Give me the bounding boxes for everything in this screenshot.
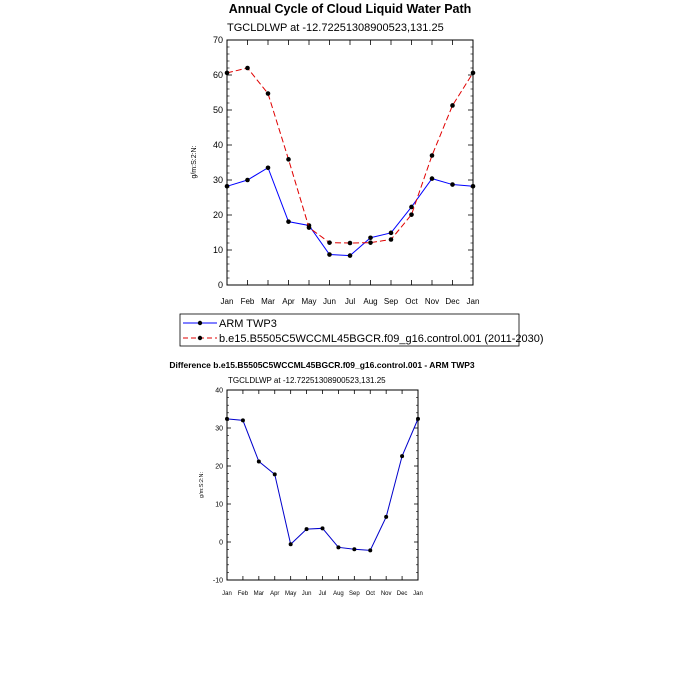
x-tick-label: Jun: [323, 297, 336, 306]
data-point: [225, 416, 229, 421]
x-tick-label: Oct: [366, 591, 376, 597]
x-tick-label: Mar: [261, 297, 275, 306]
x-tick-label: Jan: [222, 591, 232, 597]
data-point: [388, 237, 394, 242]
data-point: [245, 65, 250, 71]
chart2-plot: -10 0 10 20 30 40 Jan Feb Mar Apr May Jun Jul Aug Sep O…: [213, 387, 423, 597]
data-point: [265, 165, 271, 171]
x-tick-label: Jul: [319, 591, 327, 597]
y-tick-label: 0: [218, 280, 223, 290]
data-point: [327, 240, 332, 245]
x-tick-label: Mar: [254, 591, 264, 597]
data-point: [224, 184, 230, 189]
x-tick-label: Jan: [467, 297, 480, 306]
x-tick-label: Jul: [345, 297, 355, 306]
y-tick-label: 40: [213, 140, 223, 150]
data-point: [400, 454, 405, 459]
legend-label-arm: ARM TWP3: [219, 318, 277, 330]
y-tick-label: 50: [213, 105, 223, 115]
legend-label-model: b.e15.B5505C5WCCML45BGCR.f09_g16.control…: [219, 333, 544, 345]
x-tick-label: Dec: [397, 591, 408, 597]
x-tick-label: Aug: [363, 297, 377, 306]
legend-entry-arm: ARM TWP3: [183, 318, 277, 330]
data-point: [288, 542, 293, 547]
data-point: [240, 418, 245, 423]
x-tick-label: Jan: [413, 591, 423, 597]
y-tick-label: 20: [215, 463, 223, 470]
data-point: [306, 225, 312, 230]
plot-frame: [226, 39, 474, 286]
x-tick-label: Sep: [384, 297, 399, 306]
chart1-title: Annual Cycle of Cloud Liquid Water Path: [229, 2, 472, 16]
data-point: [347, 240, 353, 246]
y-tick-label: 30: [213, 175, 223, 185]
legend-marker-model: [197, 335, 203, 341]
chart1-subtitle: TGCLDLWP at -12.72251308900523,131.25: [227, 22, 444, 34]
data-point: [388, 230, 394, 236]
y-tick-label: 30: [215, 425, 223, 432]
data-point: [224, 70, 230, 76]
x-tick-label: Aug: [333, 591, 344, 597]
y-tick-label: -10: [213, 577, 223, 584]
data-point: [352, 547, 357, 552]
data-point: [304, 527, 309, 532]
x-tick-label: May: [285, 591, 296, 597]
x-tick-label: Feb: [238, 591, 249, 597]
y-tick-label: 10: [215, 501, 223, 508]
y-tick-label: 70: [213, 35, 223, 45]
data-point: [245, 177, 250, 183]
data-point: [429, 153, 435, 158]
chart2-title: Difference b.e15.B5505C5WCCML45BGCR.f09_…: [169, 360, 475, 370]
data-point: [327, 252, 332, 257]
data-point: [409, 212, 414, 217]
y-tick-label: 0: [219, 539, 223, 546]
x-tick-label: Apr: [270, 591, 279, 597]
data-point: [265, 91, 271, 96]
data-point: [409, 204, 414, 210]
data-point: [368, 548, 373, 553]
series-line-1: [226, 67, 474, 244]
chart2-subtitle: TGCLDLWP at -12.72251308900523,131.25: [228, 376, 386, 385]
data-point: [384, 514, 389, 519]
legend-box: [179, 313, 520, 347]
x-tick-label: Feb: [241, 297, 255, 306]
x-tick-label: Apr: [282, 297, 295, 306]
data-point: [368, 240, 373, 245]
chart1-plot: 0 10 20 30 40 50 60 70 Jan Feb Mar Apr May Jun Jul Aug S…: [213, 35, 479, 306]
series-line-0: [226, 418, 419, 551]
data-point: [336, 545, 341, 550]
data-point: [450, 103, 455, 108]
x-tick-label: Dec: [445, 297, 459, 306]
y-tick-label: 60: [213, 70, 223, 80]
x-tick-label: Sep: [349, 591, 360, 597]
x-tick-label: Nov: [381, 591, 392, 597]
legend-marker-arm: [197, 320, 203, 326]
data-point: [320, 526, 325, 531]
legend-entry-model: b.e15.B5505C5WCCML45BGCR.f09_g16.control…: [183, 333, 544, 345]
data-point: [416, 416, 420, 421]
x-tick-label: Nov: [425, 297, 439, 306]
data-point: [368, 235, 373, 241]
data-point: [470, 184, 476, 189]
data-point: [286, 219, 291, 224]
data-point: [470, 70, 476, 76]
x-tick-label: Jun: [302, 591, 312, 597]
y-tick-label: 10: [213, 245, 223, 255]
chart1-legend: ARM TWP3 b.e15.B5505C5WCCML45BGCR.f09_g1…: [179, 313, 544, 347]
y-tick-label: 20: [213, 210, 223, 220]
data-point: [450, 182, 455, 187]
plot-frame: [226, 389, 419, 581]
data-point: [286, 157, 291, 162]
x-tick-label: Jan: [221, 297, 234, 306]
x-tick-label: May: [301, 297, 316, 306]
chart1-ylabel: g/m:S:2:N:: [191, 145, 198, 178]
data-point: [272, 472, 277, 477]
chart2-ylabel: g/m:S:2:N:: [199, 472, 205, 498]
x-tick-label: Oct: [405, 297, 418, 306]
data-point: [429, 176, 435, 181]
y-tick-label: 40: [215, 387, 223, 394]
data-point: [347, 253, 353, 258]
data-point: [256, 459, 261, 464]
